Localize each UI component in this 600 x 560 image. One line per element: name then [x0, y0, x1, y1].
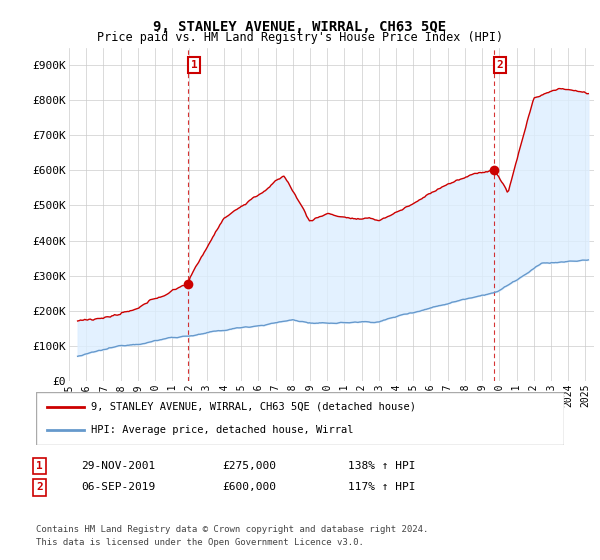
- Text: 1: 1: [36, 461, 43, 471]
- Text: HPI: Average price, detached house, Wirral: HPI: Average price, detached house, Wirr…: [91, 425, 354, 435]
- Text: 06-SEP-2019: 06-SEP-2019: [81, 482, 155, 492]
- Text: 138% ↑ HPI: 138% ↑ HPI: [348, 461, 415, 471]
- Text: 29-NOV-2001: 29-NOV-2001: [81, 461, 155, 471]
- Text: 9, STANLEY AVENUE, WIRRAL, CH63 5QE (detached house): 9, STANLEY AVENUE, WIRRAL, CH63 5QE (det…: [91, 402, 416, 412]
- Text: 117% ↑ HPI: 117% ↑ HPI: [348, 482, 415, 492]
- Text: 2: 2: [496, 60, 503, 70]
- Text: 2: 2: [36, 482, 43, 492]
- Text: £275,000: £275,000: [222, 461, 276, 471]
- Text: Contains HM Land Registry data © Crown copyright and database right 2024.
This d: Contains HM Land Registry data © Crown c…: [36, 525, 428, 547]
- Text: £600,000: £600,000: [222, 482, 276, 492]
- Text: Price paid vs. HM Land Registry's House Price Index (HPI): Price paid vs. HM Land Registry's House …: [97, 31, 503, 44]
- Text: 9, STANLEY AVENUE, WIRRAL, CH63 5QE: 9, STANLEY AVENUE, WIRRAL, CH63 5QE: [154, 20, 446, 34]
- Text: 1: 1: [191, 60, 197, 70]
